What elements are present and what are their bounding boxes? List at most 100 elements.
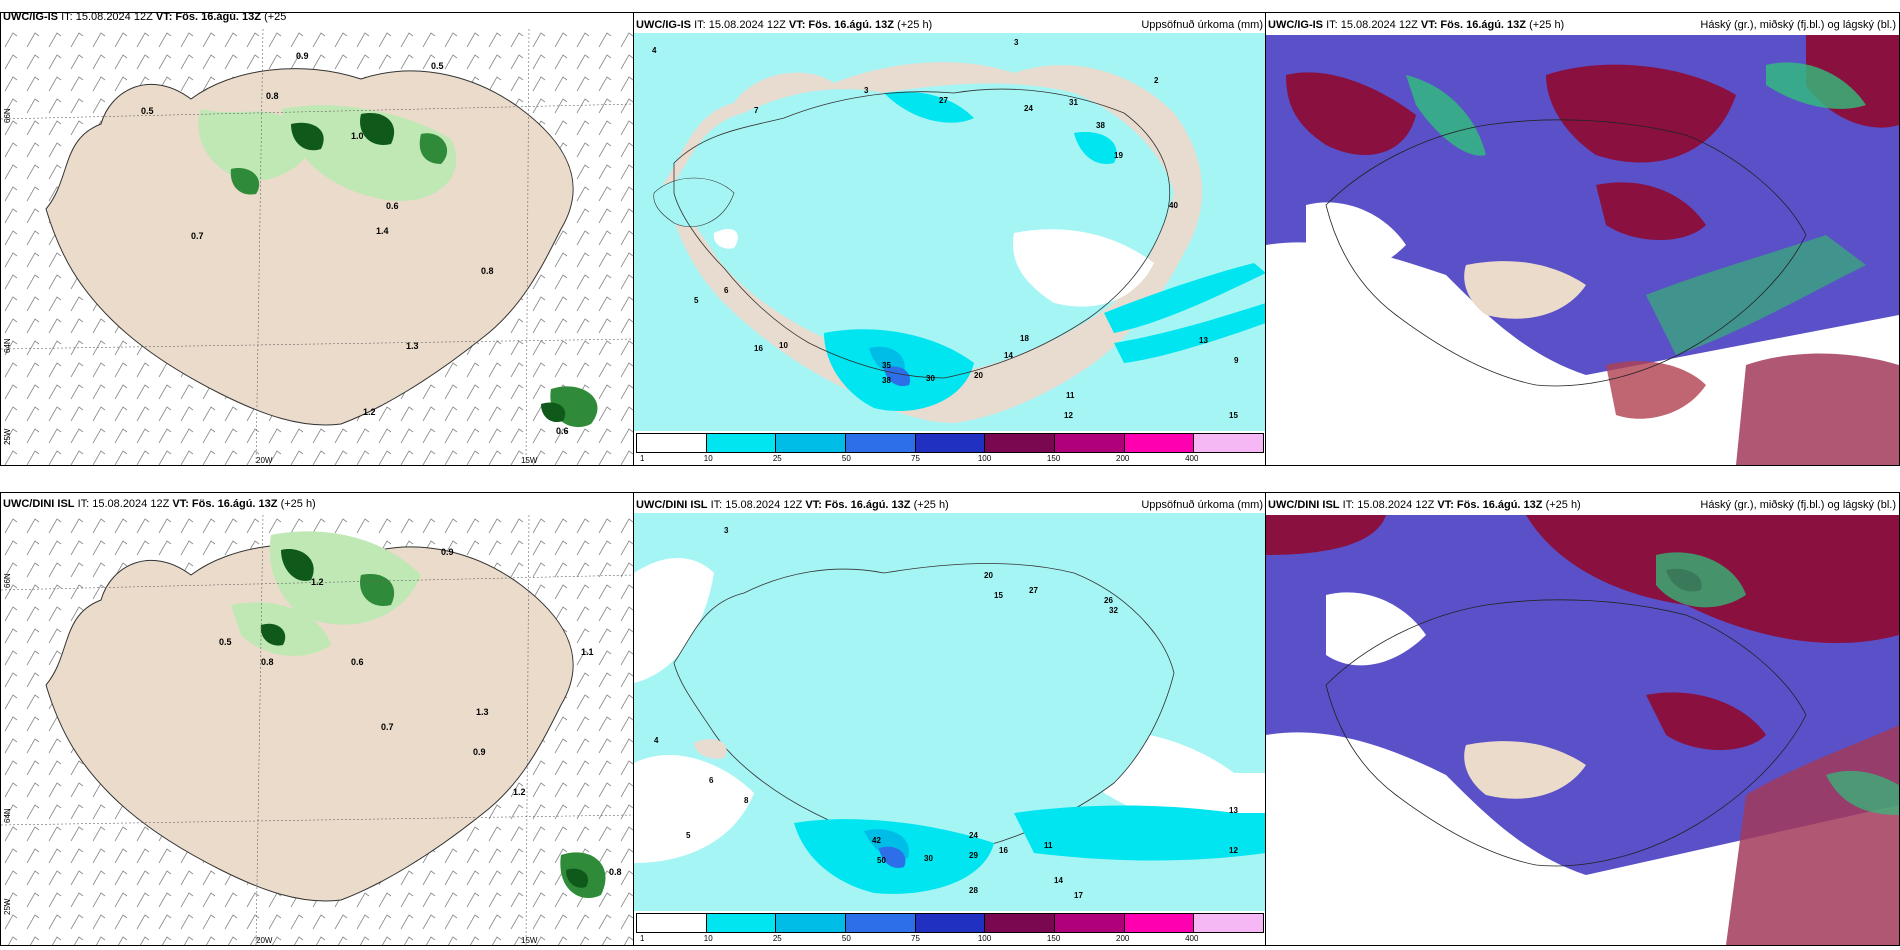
colorbar-tick: 75 (911, 934, 920, 943)
colorbar-swatch (915, 434, 986, 452)
precip-label: 24 (1024, 104, 1033, 113)
colorbar-ticks: 1 10 25 50 75 100 150 200 400 (636, 934, 1264, 944)
lon-label: 15W (521, 456, 538, 465)
colorbar-swatch (1194, 914, 1264, 932)
lat-label: 66N (3, 573, 12, 588)
panel-variable-title: Uppsöfnuð úrkoma (mm) (1141, 499, 1263, 511)
precip-label: 30 (926, 374, 935, 383)
colorbar-swatch (915, 914, 986, 932)
colorbar-tick: 25 (772, 454, 782, 463)
panel-variable-title: Uppsöfnuð úrkoma (mm) (1141, 19, 1263, 31)
precip-label: 13 (1229, 806, 1238, 815)
precip-label: 15 (994, 591, 1003, 600)
cloud-map (1266, 35, 1899, 465)
colorbar-tick: 25 (772, 934, 782, 943)
precip-label: 27 (939, 96, 948, 105)
precip-label: 4 (652, 46, 657, 55)
lon-label: 20W (256, 456, 273, 465)
colorbar-swatch (706, 914, 777, 932)
precip-label: 5 (686, 831, 691, 840)
colorbar-tick: 100 (977, 934, 992, 943)
precip-label: 16 (999, 846, 1008, 855)
precip-label: 11 (1044, 841, 1053, 850)
precip-label: 8 (744, 796, 749, 805)
precip-label: 14 (1004, 351, 1013, 360)
precip-map-panel-top: UWC/IG-IS IT: 15.08.2024 12Z VT: Fös. 16… (633, 12, 1267, 466)
colorbar-tick: 150 (1046, 934, 1061, 943)
precip-label: 40 (1169, 201, 1178, 210)
panel-title: UWC/DINI ISL IT: 15.08.2024 12Z VT: Fös.… (3, 498, 316, 510)
colorbar-tick: 200 (1116, 454, 1130, 463)
colorbar-swatch (846, 914, 916, 932)
colorbar-tick: 10 (703, 934, 713, 943)
wind-label: 0.5 (431, 61, 444, 71)
precip-label: 14 (1054, 876, 1063, 885)
colorbar-tick: 75 (911, 454, 920, 463)
precip-map: 3 4 20 27 15 26 32 42 50 30 28 24 29 16 … (634, 513, 1266, 911)
precip-label: 16 (754, 344, 763, 353)
precip-map: 4 3 7 2 3 27 24 31 38 19 40 35 38 30 20 … (634, 33, 1266, 431)
precip-label: 5 (694, 296, 699, 305)
precip-label: 6 (709, 776, 714, 785)
wind-map: 0.9 0.5 0.8 1.0 0.6 0.7 1.4 1.3 1.2 0.5 … (1, 29, 634, 465)
precip-label: 17 (1074, 891, 1083, 900)
wind-map-svg: 0.9 1.2 0.8 0.5 0.6 1.1 0.7 1.3 0.9 1.2 … (1, 515, 634, 945)
precip-label: 31 (1069, 98, 1078, 107)
cloud-map-panel-bottom: UWC/DINI ISL IT: 15.08.2024 12Z VT: Fös.… (1265, 492, 1900, 946)
precip-label: 10 (779, 341, 788, 350)
precip-label: 38 (882, 376, 891, 385)
colorbar-swatch (1055, 914, 1125, 932)
colorbar-swatch (776, 434, 847, 452)
colorbar-tick: 1 (640, 934, 645, 943)
precip-label: 50 (877, 856, 886, 865)
precip-label: 20 (974, 371, 983, 380)
panel-title: UWC/IG-IS IT: 15.08.2024 12Z VT: Fös. 16… (1268, 19, 1565, 31)
colorbar-swatch (776, 914, 847, 932)
precip-label: 18 (1020, 334, 1029, 343)
colorbar (636, 433, 1264, 453)
wind-label: 0.9 (441, 547, 454, 557)
wind-map-panel-bottom: UWC/DINI ISL IT: 15.08.2024 12Z VT: Fös.… (0, 492, 635, 946)
panel-title: UWC/DINI ISL IT: 15.08.2024 12Z VT: Fös.… (1268, 499, 1581, 511)
wind-label: 0.7 (191, 231, 204, 241)
precip-label: 26 (1104, 596, 1113, 605)
wind-label: 1.1 (581, 647, 594, 657)
panel-title: UWC/IG-IS IT: 15.08.2024 12Z VT: Fös. 16… (3, 12, 287, 23)
wind-label: 0.9 (296, 51, 309, 61)
precip-label: 9 (1234, 356, 1239, 365)
lat-label: 64N (3, 808, 12, 823)
wind-label: 0.6 (386, 201, 399, 211)
colorbar-swatch (846, 434, 916, 452)
precip-label: 38 (1096, 121, 1105, 130)
wind-label: 1.2 (363, 407, 376, 417)
wind-label: 0.8 (266, 91, 279, 101)
lon-label: 25W (3, 898, 12, 915)
precip-label: 4 (654, 736, 659, 745)
precip-label: 15 (1229, 411, 1238, 420)
lon-label: 15W (521, 936, 538, 945)
precip-label: 13 (1199, 336, 1208, 345)
wind-map: 0.9 1.2 0.8 0.5 0.6 1.1 0.7 1.3 0.9 1.2 … (1, 515, 634, 945)
colorbar-swatch (1055, 434, 1125, 452)
wind-label: 0.5 (219, 637, 232, 647)
precip-label: 2 (1154, 76, 1159, 85)
precip-map-svg: 4 3 7 2 3 27 24 31 38 19 40 35 38 30 20 … (634, 33, 1266, 431)
colorbar-swatch (985, 434, 1056, 452)
precip-map-svg: 3 4 20 27 15 26 32 42 50 30 28 24 29 16 … (634, 513, 1266, 911)
colorbar (636, 913, 1264, 933)
colorbar-swatch (637, 434, 707, 452)
precip-label: 3 (724, 526, 729, 535)
wind-label: 0.6 (351, 657, 364, 667)
lon-label: 25W (3, 428, 12, 445)
colorbar-tick: 100 (977, 454, 992, 463)
cloud-map (1266, 515, 1899, 945)
colorbar-tick: 200 (1116, 934, 1130, 943)
cloud-map-panel-top: UWC/IG-IS IT: 15.08.2024 12Z VT: Fös. 16… (1265, 12, 1900, 466)
precip-label: 24 (969, 831, 978, 840)
wind-label: 1.2 (513, 787, 526, 797)
precip-label: 20 (984, 571, 993, 580)
wind-map-panel-top: UWC/IG-IS IT: 15.08.2024 12Z VT: Fös. 16… (0, 12, 635, 466)
colorbar-swatch (637, 914, 707, 932)
colorbar-tick: 50 (841, 934, 851, 943)
colorbar-tick: 400 (1185, 454, 1199, 463)
